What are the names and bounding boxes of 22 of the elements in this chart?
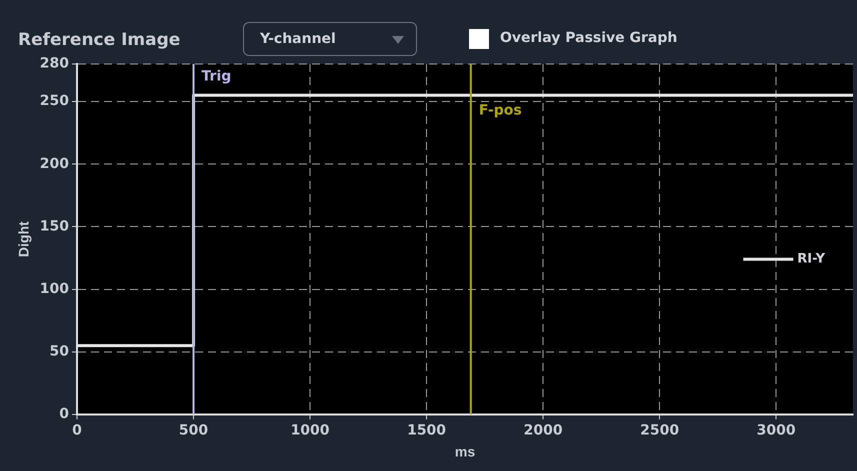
x-tick-label: 500 — [178, 422, 208, 438]
y-axis-title: Dight — [15, 220, 32, 258]
x-tick-label: 2000 — [524, 422, 563, 438]
legend-label: RI-Y — [797, 252, 826, 267]
chart-title: Reference Image — [18, 30, 180, 50]
text: Y-channel — [260, 31, 336, 47]
y-tick-label: 280 — [40, 56, 70, 72]
y-tick-label: 0 — [59, 406, 70, 422]
text: Overlay Passive Graph — [500, 30, 678, 46]
x-tick-label: 3000 — [756, 422, 796, 438]
x-axis-title: ms — [454, 443, 476, 460]
y-tick-label: 100 — [40, 280, 70, 297]
ref-line-label: Trig — [202, 68, 232, 85]
x-tick-label: 2500 — [640, 422, 680, 438]
x-tick-label: 1500 — [407, 422, 446, 438]
y-tick-label: 150 — [40, 218, 70, 234]
ref-line-label: F-pos — [478, 102, 522, 119]
y-tick-label: 50 — [50, 343, 70, 360]
y-tick-label: 250 — [40, 93, 70, 110]
y-tick-label: 200 — [40, 156, 70, 172]
x-tick-label: 1000 — [290, 422, 330, 438]
x-tick-label: 0 — [72, 422, 82, 438]
